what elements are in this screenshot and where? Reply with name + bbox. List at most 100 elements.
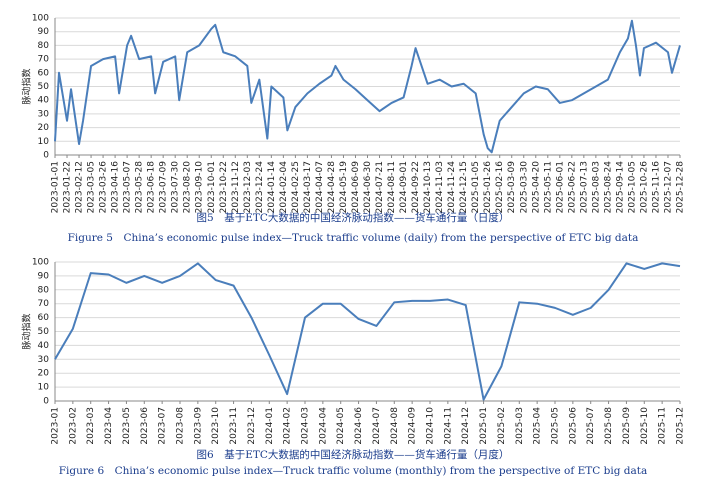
- x-tick-label: 2025-01-05: [471, 161, 481, 213]
- x-tick-label: 2023-08: [176, 407, 186, 445]
- x-tick-label: 2025-07-13: [579, 161, 589, 213]
- y-tick-label: 40: [38, 341, 50, 351]
- x-tick-label: 2025-01: [479, 407, 489, 445]
- caption-cn: 图6 基于ETC大数据的中国经济脉动指数——货车通行量（月度）: [197, 448, 510, 461]
- y-tick-label: 60: [38, 313, 50, 323]
- y-tick-label: 40: [38, 96, 50, 106]
- x-tick-label: 2024-12-15: [459, 161, 469, 213]
- y-tick-label: 80: [38, 41, 50, 51]
- y-tick-label: 80: [38, 285, 50, 295]
- x-tick-label: 2024-10: [426, 407, 436, 445]
- x-tick-label: 2023-04: [104, 407, 114, 445]
- x-tick-label: 2024-06: [354, 407, 364, 445]
- x-tick-label: 2024-10-13: [423, 161, 433, 213]
- x-tick-label: 2023-10-22: [219, 161, 229, 213]
- x-tick-label: 2023-02-12: [75, 161, 85, 213]
- x-tick-label: 2025-09: [622, 407, 632, 445]
- y-tick-label: 50: [38, 82, 50, 92]
- x-tick-label: 2024-02: [283, 407, 293, 445]
- x-tick-label: 2023-10: [211, 407, 221, 445]
- x-tick-label: 2023-05-07: [123, 161, 133, 213]
- x-tick-label: 2025-12-07: [663, 161, 673, 213]
- x-tick-label: 2025-03-30: [519, 161, 529, 214]
- x-tick-label: 2025-05-11: [543, 161, 553, 213]
- x-tick-label: 2023-09: [193, 407, 203, 445]
- x-tick-label: 2023-06: [140, 407, 150, 445]
- x-tick-label: 2023-03-05: [87, 161, 97, 213]
- x-tick-label: 2025-07: [586, 407, 596, 445]
- x-tick-label: 2023-05: [122, 407, 132, 445]
- x-tick-label: 2023-07-30: [171, 161, 181, 214]
- x-tick-label: 2023-12: [247, 407, 257, 445]
- caption-en: Figure 5 China’s economic pulse index—Tr…: [68, 232, 639, 244]
- x-tick-label: 2024-09-01: [399, 161, 409, 213]
- x-tick-label: 2025-08-03: [591, 161, 601, 213]
- x-tick-label: 2024-02-25: [291, 161, 301, 213]
- x-tick-label: 2023-04-16: [111, 161, 121, 214]
- data-line: [54, 19, 681, 154]
- caption-cn: 图5 基于ETC大数据的中国经济脉动指数——货车通行量（日度）: [197, 211, 510, 224]
- x-tick-label: 2023-09-10: [195, 161, 205, 214]
- x-tick-label: 2024-09: [408, 407, 418, 445]
- x-tick-label: 2025-09-14: [615, 161, 625, 214]
- x-tick-label: 2025-08-24: [603, 161, 613, 214]
- y-tick-label: 100: [32, 258, 49, 268]
- y-tick-label: 0: [43, 151, 49, 161]
- x-tick-label: 2023-12-03: [243, 161, 253, 213]
- x-tick-label: 2023-07-09: [159, 161, 169, 214]
- x-tick-label: 2025-04: [533, 407, 543, 445]
- x-tick-label: 2023-11-12: [231, 161, 241, 213]
- x-tick-label: 2024-04-28: [327, 161, 337, 214]
- x-tick-label: 2024-04: [318, 407, 328, 445]
- x-tick-label: 2025-03-09: [507, 161, 517, 214]
- y-tick-label: 50: [38, 327, 50, 337]
- x-tick-label: 2025-11-16: [651, 161, 661, 214]
- x-tick-label: 2025-05: [551, 407, 561, 445]
- y-tick-label: 30: [38, 109, 50, 119]
- y-tick-label: 30: [38, 355, 50, 365]
- x-tick-label: 2024-12: [461, 407, 471, 445]
- y-tick-label: 60: [38, 68, 50, 78]
- y-tick-label: 100: [32, 14, 49, 24]
- y-tick-label: 20: [38, 123, 50, 133]
- x-tick-label: 2025-08: [604, 407, 614, 445]
- x-tick-label: 2025-06: [568, 407, 578, 445]
- x-tick-label: 2024-07-21: [375, 161, 385, 213]
- x-tick-label: 2024-01: [265, 407, 275, 445]
- y-tick-label: 70: [38, 55, 50, 65]
- y-tick-label: 90: [38, 27, 50, 37]
- x-tick-label: 2025-06-22: [567, 161, 577, 213]
- x-tick-label: 2023-06-18: [147, 161, 157, 214]
- x-tick-label: 2024-01-14: [267, 161, 277, 214]
- x-tick-label: 2023-10-01: [207, 161, 217, 213]
- x-tick-label: 2023-12-24: [255, 161, 265, 214]
- y-tick-label: 10: [38, 383, 50, 393]
- data-line: [54, 262, 681, 401]
- x-tick-label: 2023-11: [229, 407, 239, 445]
- x-tick-label: 2025-10: [640, 407, 650, 445]
- x-tick-label: 2024-11: [443, 407, 453, 445]
- x-tick-label: 2025-12-28: [676, 161, 686, 214]
- x-tick-label: 2025-02: [497, 407, 507, 445]
- x-tick-label: 2024-06-30: [363, 161, 373, 214]
- x-tick-label: 2025-04-20: [531, 161, 541, 214]
- x-tick-label: 2024-06-09: [351, 161, 361, 214]
- x-tick-label: 2024-08-11: [387, 161, 397, 213]
- x-tick-label: 2023-05-28: [135, 161, 145, 214]
- x-tick-label: 2025-10-26: [639, 161, 649, 214]
- x-tick-label: 2025-03: [515, 407, 525, 445]
- x-tick-label: 2024-07: [372, 407, 382, 445]
- x-tick-label: 2024-03: [301, 407, 311, 445]
- x-tick-label: 2023-01-01: [51, 161, 61, 213]
- x-tick-label: 2025-06-01: [555, 161, 565, 213]
- x-tick-label: 2024-11-03: [435, 161, 445, 213]
- y-tick-label: 70: [38, 299, 50, 309]
- x-tick-label: 2025-02-16: [495, 161, 505, 214]
- x-tick-label: 2024-08: [390, 407, 400, 445]
- x-tick-label: 2023-01: [51, 407, 61, 445]
- x-tick-label: 2023-02: [68, 407, 78, 445]
- x-tick-label: 2023-07: [158, 407, 168, 445]
- x-tick-label: 2025-10-05: [627, 161, 637, 213]
- x-tick-label: 2024-04-07: [315, 161, 325, 213]
